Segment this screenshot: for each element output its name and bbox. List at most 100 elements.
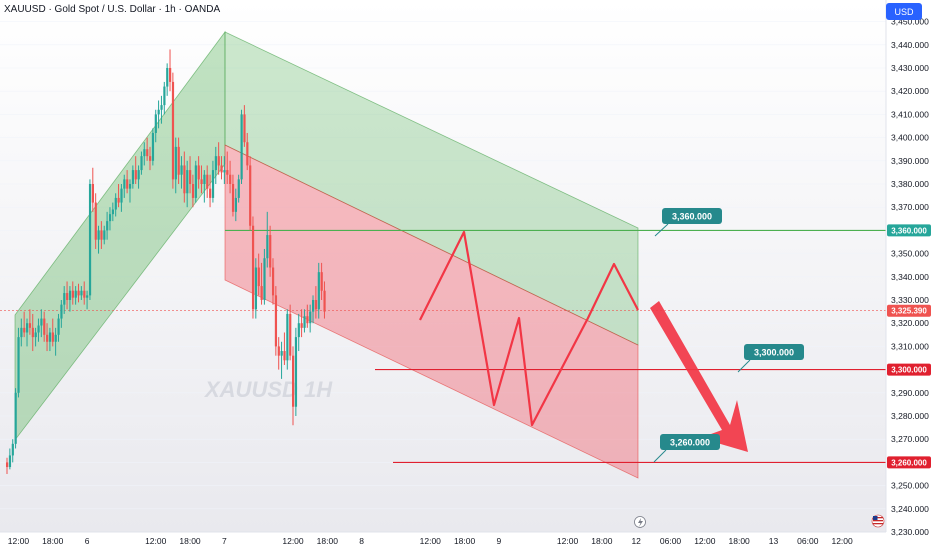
candle-body	[269, 235, 272, 268]
candle-body	[146, 149, 149, 157]
candle-body	[220, 165, 223, 173]
candle-body	[169, 68, 172, 82]
candle-body	[83, 290, 86, 298]
candlestick-series	[6, 49, 326, 474]
y-tick-label: 3,330.000	[891, 295, 929, 305]
axis-price-tag-text: 3,300.000	[891, 366, 927, 375]
x-tick-label: 18:00	[591, 536, 613, 546]
candle-body	[40, 318, 43, 326]
candle-body	[94, 202, 97, 240]
candle-body	[46, 334, 49, 342]
candle-body	[163, 86, 166, 106]
candle-body	[34, 332, 37, 338]
candle-body	[60, 304, 63, 319]
candle-body	[149, 156, 152, 161]
candle-body	[314, 300, 318, 310]
y-tick-label: 3,230.000	[891, 527, 929, 537]
x-tick-label: 18:00	[317, 536, 339, 546]
candle-body	[128, 184, 132, 189]
y-tick-label: 3,240.000	[891, 504, 929, 514]
y-tick-label: 3,380.000	[891, 179, 929, 189]
candle-body	[88, 184, 92, 296]
candle-body	[126, 179, 129, 189]
axis-price-tag	[887, 224, 931, 237]
candle-body	[28, 323, 32, 328]
candle-body	[323, 290, 326, 312]
candle-body	[206, 174, 209, 189]
x-tick-label: 12	[631, 536, 641, 546]
x-tick-label: 12:00	[145, 536, 167, 546]
x-tick-label: 12:00	[694, 536, 716, 546]
candle-body	[243, 114, 246, 143]
y-tick-label: 3,410.000	[891, 109, 929, 119]
candle-body	[211, 170, 215, 198]
callout-tag-text: 3,260.000	[670, 438, 710, 448]
candle-body	[249, 165, 252, 226]
candle-body	[140, 156, 143, 171]
currency-button[interactable]: USD	[886, 3, 922, 20]
candle-body	[237, 179, 240, 198]
candle-body	[11, 443, 14, 456]
y-tick-label: 3,280.000	[891, 411, 929, 421]
y-tick-label: 3,340.000	[891, 272, 929, 282]
candle-body	[189, 170, 192, 184]
callout-tag	[744, 344, 804, 360]
y-tick-label: 3,250.000	[891, 481, 929, 491]
candle-body	[200, 179, 203, 184]
candle-body	[277, 346, 280, 356]
axis-price-tag-text: 3,360.000	[891, 226, 927, 235]
x-tick-label: 18:00	[179, 536, 201, 546]
candle-body	[131, 170, 135, 184]
candle-body	[280, 351, 283, 356]
x-tick-label: 7	[222, 536, 227, 546]
x-tick-label: 12:00	[282, 536, 304, 546]
x-tick-label: 18:00	[454, 536, 476, 546]
candle-body	[289, 313, 292, 356]
down-arrow-icon	[650, 301, 748, 452]
candle-body	[183, 165, 186, 194]
candle-body	[226, 170, 229, 175]
candle-body	[111, 209, 115, 215]
candle-body	[103, 230, 106, 240]
candle-body	[306, 316, 309, 324]
candle-body	[266, 235, 269, 259]
candle-body	[160, 105, 163, 110]
chart-watermark: XAUUSD 1H	[203, 377, 333, 402]
candle-body	[143, 149, 146, 157]
candle-body	[283, 351, 286, 361]
time-axis[interactable]	[0, 532, 886, 550]
x-tick-label: 06:00	[660, 536, 682, 546]
candle-body	[231, 184, 235, 212]
y-tick-label: 3,290.000	[891, 388, 929, 398]
candle-body	[57, 318, 60, 335]
candle-body	[317, 272, 320, 310]
candle-body	[31, 327, 34, 338]
candle-body	[320, 272, 323, 291]
candle-body	[300, 323, 303, 328]
candle-body	[312, 300, 315, 312]
candle-body	[260, 286, 263, 300]
y-tick-label: 3,270.000	[891, 434, 929, 444]
candle-body	[108, 214, 112, 222]
candle-body	[297, 323, 300, 338]
candle-body	[166, 68, 169, 87]
y-tick-label: 3,420.000	[891, 86, 929, 96]
candle-body	[197, 165, 200, 180]
lightning-icon[interactable]	[634, 516, 646, 528]
us-flag-icon[interactable]	[871, 514, 885, 528]
candle-body	[254, 267, 258, 310]
callout-pointer	[654, 223, 669, 237]
callout-tag	[660, 434, 720, 450]
x-tick-label: 6	[85, 536, 90, 546]
x-tick-label: 12:00	[557, 536, 579, 546]
candle-body	[303, 316, 306, 328]
candle-body	[54, 334, 57, 342]
candle-body	[251, 225, 255, 310]
candle-body	[114, 197, 117, 210]
red-range-zone	[224, 144, 639, 479]
candle-body	[171, 81, 175, 180]
candle-body	[86, 295, 89, 298]
y-tick-label: 3,370.000	[891, 202, 929, 212]
candle-body	[263, 258, 266, 300]
